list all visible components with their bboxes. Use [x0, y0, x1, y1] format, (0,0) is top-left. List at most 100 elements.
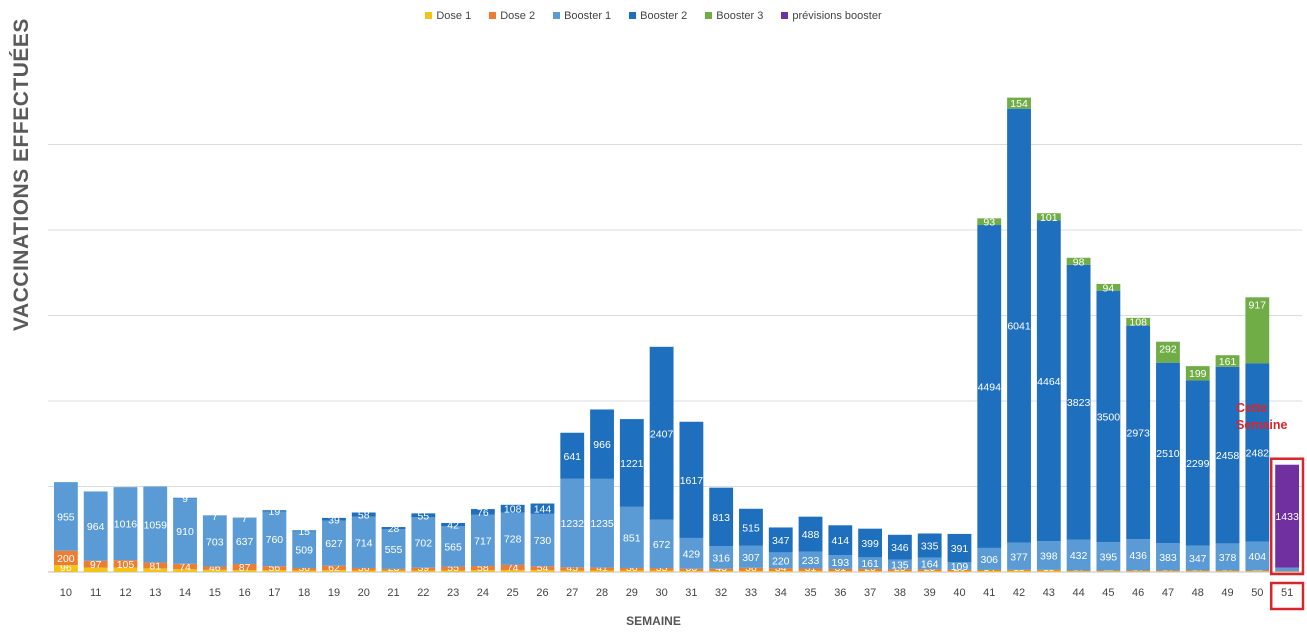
data-label-booster-1-w22: 702	[415, 538, 433, 550]
bar-booster-2-w23	[441, 522, 466, 527]
data-label-booster-1-w29: 851	[623, 532, 641, 544]
data-label-booster-3-w47: 292	[1159, 344, 1177, 356]
bar-booster-2-w42	[1007, 108, 1031, 543]
bar-dose-2-w35	[798, 568, 823, 571]
bar-booster-2-w47	[1156, 362, 1180, 544]
x-tick-label-41: 41	[983, 587, 995, 599]
legend-item-0: Dose 1	[425, 10, 471, 22]
bar-dose-1-w47	[1156, 571, 1180, 572]
data-label-booster-1-w39: 164	[921, 558, 939, 570]
bar-dose-1-w46	[1126, 571, 1151, 572]
bar-booster-1-w39	[917, 557, 942, 570]
bar-booster-2-w50	[1245, 363, 1270, 542]
bar-booster-2-w30	[649, 346, 674, 520]
bar-booster-3-w46	[1126, 317, 1151, 326]
legend-item-4: Booster 3	[705, 10, 763, 22]
data-label-booster-1-w34: 220	[772, 555, 790, 567]
bar-dose-1-w48	[1185, 571, 1210, 572]
current-week-annotation: Cette Semaine	[1236, 401, 1288, 432]
data-label-booster-1-w26: 730	[534, 535, 552, 547]
data-label-booster-1-w44: 432	[1070, 550, 1088, 562]
data-label-dose-2-w11: 97	[90, 559, 102, 571]
bar-dose-1-w41	[977, 570, 1002, 572]
x-tick-label-47: 47	[1162, 587, 1174, 599]
data-label-booster-2-w23: 42	[447, 520, 459, 532]
data-label-booster-2-w40: 391	[951, 543, 969, 555]
data-label-dose-2-w10: 200	[57, 553, 75, 565]
bar-booster-2-w18	[292, 530, 317, 532]
bar-dose-1-w17	[262, 570, 287, 572]
bar-booster-1-w10	[53, 482, 78, 551]
legend-label: Dose 2	[500, 10, 536, 22]
bar-dose-2-w50	[1245, 570, 1270, 572]
bar-booster-1-w45	[1096, 542, 1121, 571]
bar-dose-1-w36	[828, 571, 853, 572]
data-label-dose-2-w14: 74	[179, 561, 191, 573]
bar-dose-1-w23	[441, 570, 466, 572]
x-tick-label-12: 12	[119, 587, 131, 599]
x-tick-label-45: 45	[1102, 587, 1114, 599]
data-label-booster-1-w40: 109	[951, 561, 969, 573]
x-tick-label-14: 14	[179, 587, 191, 599]
bar-booster-1-w26	[530, 513, 555, 567]
bar-dose-1-w32	[709, 570, 734, 572]
bar-dose-2-w41	[977, 569, 1002, 571]
bar-booster-1-w48	[1185, 545, 1210, 571]
x-tick-label-36: 36	[834, 587, 846, 599]
bar-dose-1-w31	[679, 570, 704, 572]
legend-label: Dose 1	[436, 10, 472, 22]
bar-booster-1-w36	[828, 555, 853, 569]
bar-dose-2-w11	[83, 560, 108, 568]
bar-booster-2-w31	[679, 421, 704, 538]
bar-booster-2-w26	[530, 503, 555, 514]
x-tick-label-42: 42	[1013, 587, 1025, 599]
data-label-booster-1-w30: 672	[653, 539, 671, 551]
bar-dose-1-w28	[590, 570, 614, 572]
bar-dose-2-w12	[113, 560, 138, 568]
bar-prévisions-booster-w51	[1275, 464, 1300, 568]
bar-dose-2-w36	[828, 568, 853, 572]
legend-swatch	[489, 12, 497, 19]
data-label-booster-2-w47: 2510	[1156, 448, 1180, 460]
bar-booster-2-w41	[977, 225, 1002, 548]
bar-dose-2-w37	[858, 568, 883, 572]
data-label-booster-3-w50: 917	[1249, 299, 1267, 311]
bar-dose-2-w10	[53, 550, 78, 566]
data-label-booster-2-w15: 7	[212, 511, 218, 523]
bar-booster-1-w12	[113, 487, 138, 561]
bar-booster-1-w23	[441, 526, 466, 567]
bar-booster-1-w22	[411, 517, 436, 568]
legend-item-5: prévisions booster	[781, 10, 882, 22]
legend-swatch	[781, 12, 789, 19]
bar-booster-2-w33	[739, 508, 763, 546]
bar-dose-2-w32	[709, 568, 734, 571]
legend-swatch	[553, 12, 561, 19]
bar-dose-1-w26	[530, 570, 555, 572]
bar-booster-3-w42	[1007, 97, 1031, 109]
data-label-booster-2-w26: 144	[534, 504, 552, 516]
bar-booster-1-w43	[1036, 541, 1061, 570]
bar-dose-2-w51	[1275, 571, 1300, 572]
bar-dose-2-w31	[679, 568, 704, 571]
bar-dose-1-w16	[232, 570, 257, 572]
data-label-booster-1-w36: 193	[832, 557, 850, 569]
x-tick-label-15: 15	[209, 587, 221, 599]
bar-dose-2-w18	[292, 567, 317, 571]
data-label-booster-1-w18: 509	[295, 545, 313, 557]
data-label-booster-2-w39: 335	[921, 541, 939, 553]
data-label-dose-2-w26: 54	[537, 562, 549, 574]
data-label-booster-2-w35: 488	[802, 529, 820, 541]
bar-booster-1-w25	[500, 512, 525, 565]
data-label-dose-2-w28: 41	[596, 562, 608, 574]
bar-dose-1-w49	[1215, 571, 1240, 572]
data-label-dose-2-w19: 62	[328, 562, 340, 574]
bar-dose-2-w21	[381, 568, 406, 571]
bar-booster-2-w15	[202, 515, 227, 517]
data-label-booster-1-w20: 714	[355, 537, 373, 549]
x-tick-label-31: 31	[685, 587, 697, 599]
data-label-booster-3-w43: 101	[1040, 212, 1058, 224]
bar-booster-2-w14	[173, 497, 197, 499]
current-week-tick-box	[1269, 581, 1305, 611]
data-label-booster-2-w46: 2973	[1126, 427, 1150, 439]
